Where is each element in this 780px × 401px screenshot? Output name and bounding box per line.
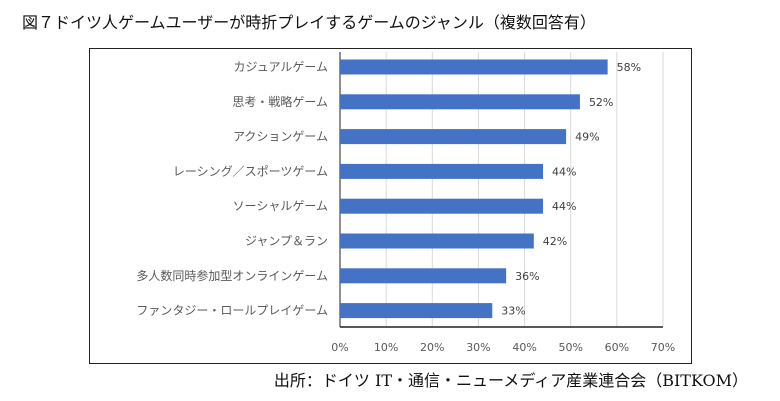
x-tick-label: 50% — [558, 341, 582, 354]
bar — [340, 198, 544, 214]
bar — [340, 94, 580, 110]
category-label: レーシング／スポーツゲーム — [173, 164, 328, 178]
x-tick-label: 40% — [512, 341, 536, 354]
bar — [340, 268, 507, 284]
x-tick-label: 20% — [420, 341, 444, 354]
category-label: 思考・戦略ゲーム — [232, 94, 328, 109]
data-label: 52% — [589, 96, 613, 109]
category-label: カジュアルゲーム — [234, 60, 328, 74]
category-label: ファンタジー・ロールプレイゲーム — [136, 304, 328, 318]
category-label: 多人数同時参加型オンラインゲーム — [136, 268, 328, 283]
data-label: 33% — [501, 305, 525, 318]
figure-title: 図７ドイツ人ゲームユーザーが時折プレイするゲームのジャンル（複数回答有） — [22, 13, 596, 32]
bar — [340, 303, 493, 319]
x-tick-label: 0% — [331, 341, 348, 354]
category-label: ジャンプ＆ラン — [245, 234, 328, 248]
category-label: アクションゲーム — [233, 130, 328, 144]
x-tick-label: 30% — [466, 341, 490, 354]
chart-frame — [89, 48, 692, 364]
data-label: 44% — [552, 200, 576, 213]
data-label: 49% — [575, 131, 599, 144]
bar — [340, 59, 608, 75]
x-tick-label: 60% — [605, 341, 629, 354]
data-label: 58% — [617, 61, 641, 74]
bar — [340, 163, 544, 179]
bar — [340, 129, 567, 145]
bar — [340, 233, 534, 249]
x-tick-label: 70% — [651, 341, 675, 354]
source-caption: 出所：ドイツ IT・通信・ニューメディア産業連合会（BITKOM） — [273, 371, 748, 390]
category-label: ソーシャルゲーム — [233, 199, 328, 213]
data-label: 36% — [515, 270, 539, 283]
x-tick-label: 10% — [374, 341, 398, 354]
data-label: 44% — [552, 165, 576, 178]
data-label: 42% — [543, 235, 567, 248]
